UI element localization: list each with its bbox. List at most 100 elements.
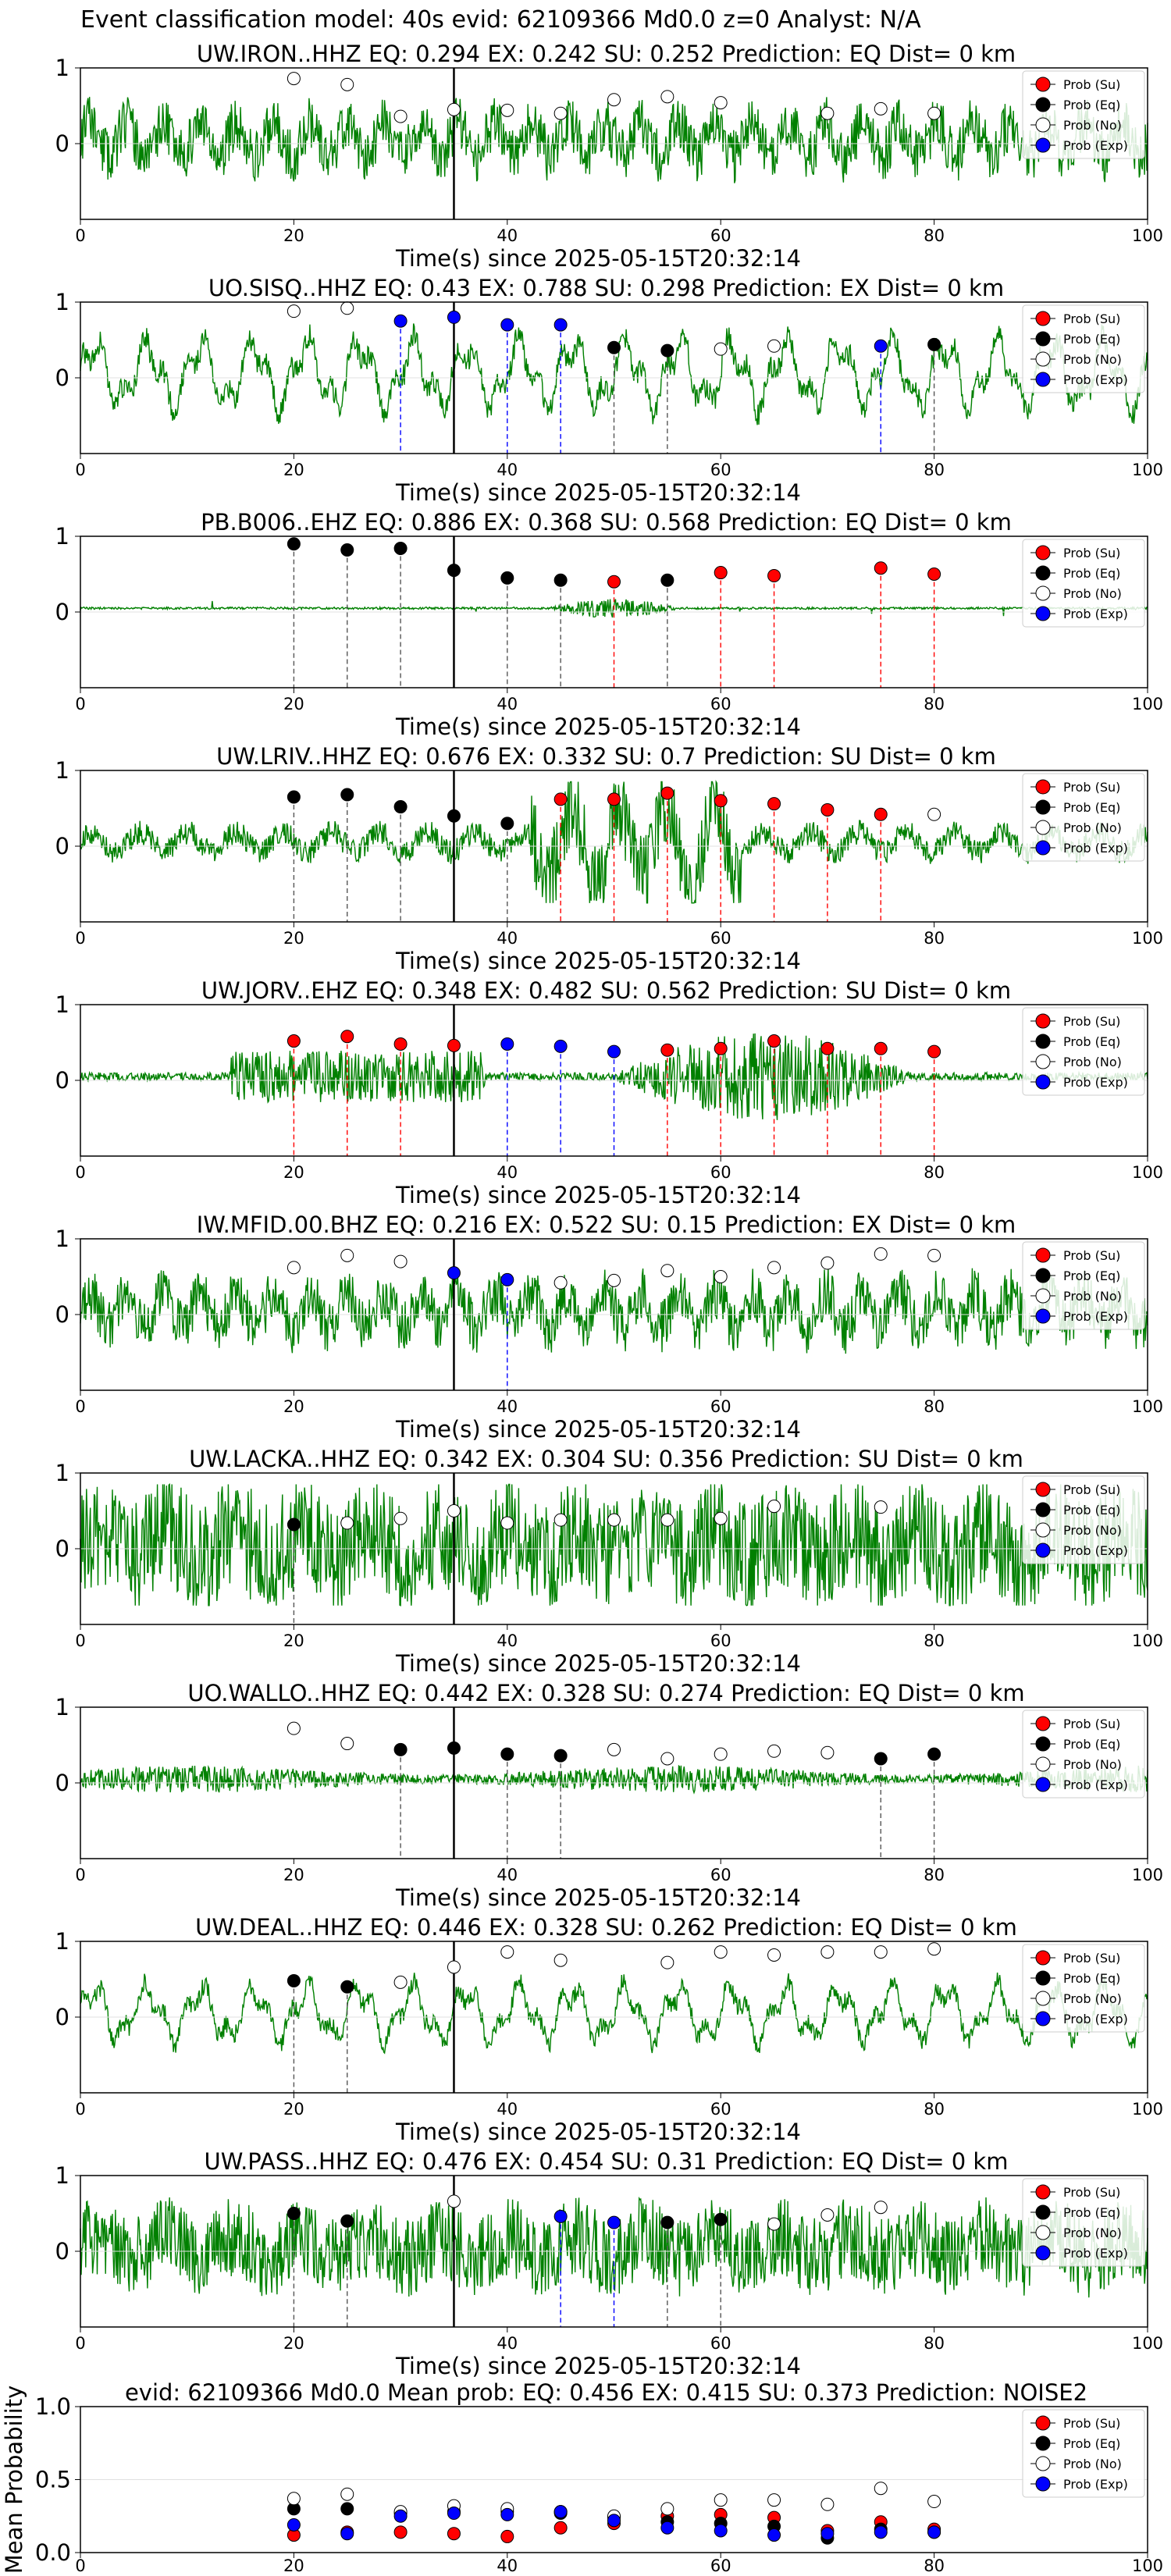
- x-tick-label: 0: [75, 2556, 85, 2575]
- legend-marker-no: [1035, 2456, 1051, 2471]
- legend-marker-eq: [1035, 2204, 1051, 2220]
- x-tick-label: 60: [710, 929, 731, 948]
- prob-point-exp: [500, 1272, 514, 1286]
- legend-marker-exp: [1035, 2245, 1051, 2261]
- x-tick-label: 20: [283, 2100, 304, 2119]
- panel-title: UW.LRIV..HHZ EQ: 0.676 EX: 0.332 SU: 0.7…: [216, 743, 996, 770]
- x-tick-label: 100: [1132, 1631, 1163, 1650]
- prob-point-no: [607, 1273, 621, 1287]
- legend-marker-exp: [1035, 1074, 1051, 1090]
- y-tick-label: 0: [55, 1301, 69, 1328]
- y-tick-label: 1: [55, 991, 69, 1018]
- x-tick-label: 0: [75, 1163, 85, 1182]
- legend-label: Prob (No): [1063, 118, 1122, 133]
- prob-point-no: [927, 1248, 941, 1262]
- legend-label: Prob (Eq): [1063, 2436, 1120, 2451]
- y-tick-label: 1: [55, 1928, 69, 1955]
- legend-label: Prob (No): [1063, 1991, 1122, 2006]
- prob-point-eq: [660, 573, 674, 587]
- legend-label: Prob (Exp): [1063, 138, 1128, 153]
- legend-label: Prob (Su): [1063, 2416, 1120, 2431]
- prob-point-no: [660, 1955, 674, 1969]
- prob-point-no: [714, 1270, 728, 1283]
- y-tick-label: 1: [55, 523, 69, 550]
- mean-point-exp: [553, 2505, 568, 2519]
- mean-point-eq: [340, 2502, 354, 2516]
- prob-point-no: [927, 1942, 941, 1956]
- y-tick-label: 1: [55, 289, 69, 315]
- y-tick-label: 0.0: [35, 2539, 71, 2566]
- prob-point-no: [447, 1960, 461, 1974]
- prob-point-eq: [287, 790, 301, 804]
- legend-label: Prob (Eq): [1063, 2205, 1120, 2220]
- x-tick-label: 80: [924, 1163, 945, 1182]
- legend-marker-eq: [1035, 2435, 1051, 2451]
- prob-point-no: [820, 106, 835, 120]
- prob-point-no: [553, 1513, 568, 1527]
- legend-marker-eq: [1035, 799, 1051, 815]
- mean-point-exp: [820, 2527, 835, 2541]
- waveform-trace: [80, 1764, 1148, 1795]
- prob-point-eq: [874, 1752, 888, 1766]
- station-panel: UO.WALLO..HHZ EQ: 0.442 EX: 0.328 SU: 0.…: [55, 1680, 1164, 1911]
- prob-point-su: [767, 1034, 781, 1048]
- x-tick-label: 0: [75, 2334, 85, 2353]
- prob-point-eq: [660, 2215, 674, 2229]
- legend-label: Prob (No): [1063, 586, 1122, 601]
- x-axis-label: Time(s) since 2025-05-15T20:32:14: [395, 948, 801, 974]
- prob-point-no: [447, 1504, 461, 1517]
- prob-point-no: [553, 1953, 568, 1967]
- station-panel: UW.IRON..HHZ EQ: 0.294 EX: 0.242 SU: 0.2…: [55, 41, 1164, 272]
- x-tick-label: 40: [497, 1163, 518, 1182]
- x-tick-label: 60: [710, 2556, 731, 2575]
- prob-point-su: [767, 797, 781, 811]
- prob-point-no: [714, 96, 728, 110]
- prob-point-su: [714, 566, 728, 580]
- legend-marker-exp: [1035, 2011, 1051, 2026]
- prob-point-eq: [340, 2214, 354, 2228]
- panel-title: UW.DEAL..HHZ EQ: 0.446 EX: 0.328 SU: 0.2…: [195, 1914, 1017, 1941]
- legend-marker-exp: [1035, 1777, 1051, 1792]
- y-tick-label: 0: [55, 2004, 69, 2030]
- x-tick-label: 0: [75, 2100, 85, 2119]
- mean-point-su: [447, 2527, 461, 2541]
- prob-point-su: [927, 568, 941, 581]
- legend-label: Prob (Eq): [1063, 1034, 1120, 1049]
- prob-point-no: [287, 1721, 301, 1735]
- x-axis-label: Time(s) since 2025-05-15T20:32:14: [395, 2119, 801, 2145]
- x-tick-label: 60: [710, 1397, 731, 1416]
- mean-point-exp: [287, 2517, 301, 2532]
- x-tick-label: 80: [924, 226, 945, 245]
- mean-point-exp: [607, 2514, 621, 2528]
- mean-point-no: [767, 2493, 781, 2507]
- legend-label: Prob (Exp): [1063, 2477, 1128, 2492]
- prob-point-no: [820, 1745, 835, 1759]
- x-tick-label: 80: [924, 461, 945, 479]
- prob-point-su: [660, 786, 674, 800]
- prob-point-no: [287, 304, 301, 318]
- legend-label: Prob (No): [1063, 2226, 1122, 2240]
- x-tick-label: 0: [75, 461, 85, 479]
- station-panel: UW.JORV..EHZ EQ: 0.348 EX: 0.482 SU: 0.5…: [55, 977, 1164, 1208]
- prob-point-su: [607, 575, 621, 589]
- prob-point-no: [660, 1513, 674, 1527]
- prob-point-no: [874, 2201, 888, 2215]
- station-panel: UW.DEAL..HHZ EQ: 0.446 EX: 0.328 SU: 0.2…: [55, 1914, 1164, 2145]
- mean-point-exp: [874, 2525, 888, 2539]
- prob-point-no: [393, 1511, 408, 1525]
- x-tick-label: 100: [1132, 461, 1163, 479]
- legend-label: Prob (Su): [1063, 546, 1120, 560]
- prob-point-exp: [500, 1037, 514, 1051]
- legend-box: [1022, 2409, 1145, 2498]
- prob-point-eq: [287, 2207, 301, 2220]
- panel-title: UW.LACKA..HHZ EQ: 0.342 EX: 0.304 SU: 0.…: [189, 1446, 1023, 1472]
- x-tick-label: 0: [75, 695, 85, 713]
- x-tick-label: 40: [497, 1866, 518, 1884]
- prob-point-exp: [607, 1044, 621, 1059]
- station-panel: UO.SISQ..HHZ EQ: 0.43 EX: 0.788 SU: 0.29…: [55, 275, 1164, 506]
- waveform-trace: [80, 97, 1148, 183]
- prob-point-eq: [553, 1749, 568, 1763]
- prob-point-no: [660, 1752, 674, 1766]
- prob-point-eq: [927, 1747, 941, 1761]
- x-tick-label: 40: [497, 2100, 518, 2119]
